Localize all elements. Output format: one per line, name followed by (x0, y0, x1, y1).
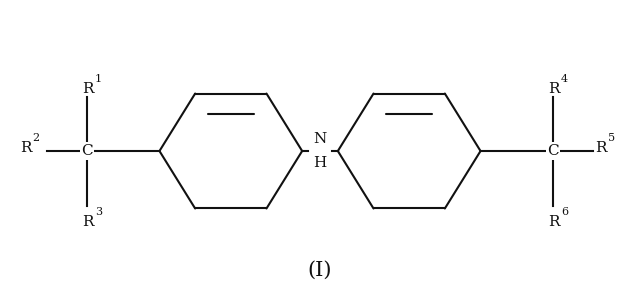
Text: R: R (595, 141, 607, 155)
Text: 2: 2 (33, 133, 40, 143)
Text: 3: 3 (95, 207, 102, 218)
Text: R: R (82, 82, 93, 95)
Text: R: R (20, 141, 31, 155)
Text: (I): (I) (308, 260, 332, 279)
Text: 4: 4 (561, 74, 568, 84)
Text: R: R (548, 215, 559, 230)
Text: N: N (314, 132, 326, 146)
Text: 6: 6 (561, 207, 568, 218)
Text: H: H (314, 156, 326, 170)
Text: 1: 1 (95, 74, 102, 84)
Text: R: R (82, 215, 93, 230)
Text: C: C (81, 144, 93, 158)
Text: C: C (547, 144, 559, 158)
Text: 5: 5 (609, 133, 616, 143)
Text: R: R (548, 82, 559, 95)
